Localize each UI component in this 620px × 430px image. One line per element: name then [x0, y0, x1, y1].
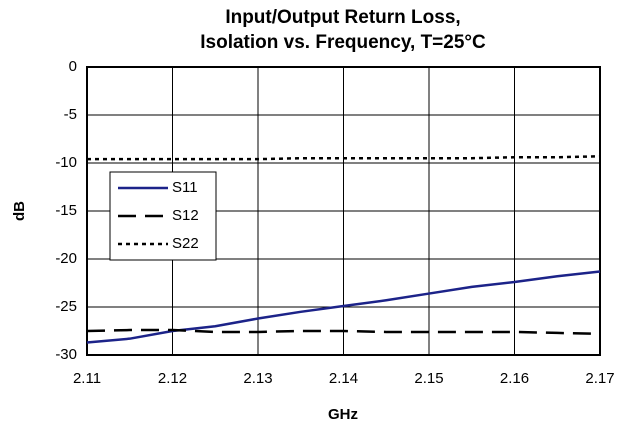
y-tick-label: -15 — [55, 202, 77, 219]
x-tick-label: 2.11 — [73, 370, 101, 387]
y-tick-label: -20 — [55, 250, 77, 267]
legend-label: S11 — [172, 179, 198, 196]
chart-title: Isolation vs. Frequency, T=25°C — [200, 32, 486, 53]
y-tick-label: -30 — [55, 346, 77, 363]
x-tick-label: 2.15 — [414, 370, 443, 387]
x-tick-label: 2.17 — [585, 370, 614, 387]
y-tick-label: 0 — [69, 58, 77, 75]
chart-title: Input/Output Return Loss, — [225, 7, 460, 28]
x-tick-label: 2.14 — [329, 370, 358, 387]
x-tick-label: 2.13 — [243, 370, 272, 387]
y-tick-label: -10 — [55, 154, 77, 171]
legend-label: S22 — [172, 235, 199, 252]
legend-label: S12 — [172, 207, 199, 224]
x-axis-label: GHz — [328, 406, 358, 423]
y-tick-label: -25 — [55, 298, 77, 315]
x-tick-label: 2.16 — [500, 370, 529, 387]
plot-border — [86, 66, 601, 356]
series-line — [86, 328, 601, 336]
y-tick-label: -5 — [64, 106, 77, 123]
series-line — [87, 155, 601, 161]
y-axis-label: dB — [11, 201, 28, 221]
x-tick-label: 2.12 — [158, 370, 187, 387]
